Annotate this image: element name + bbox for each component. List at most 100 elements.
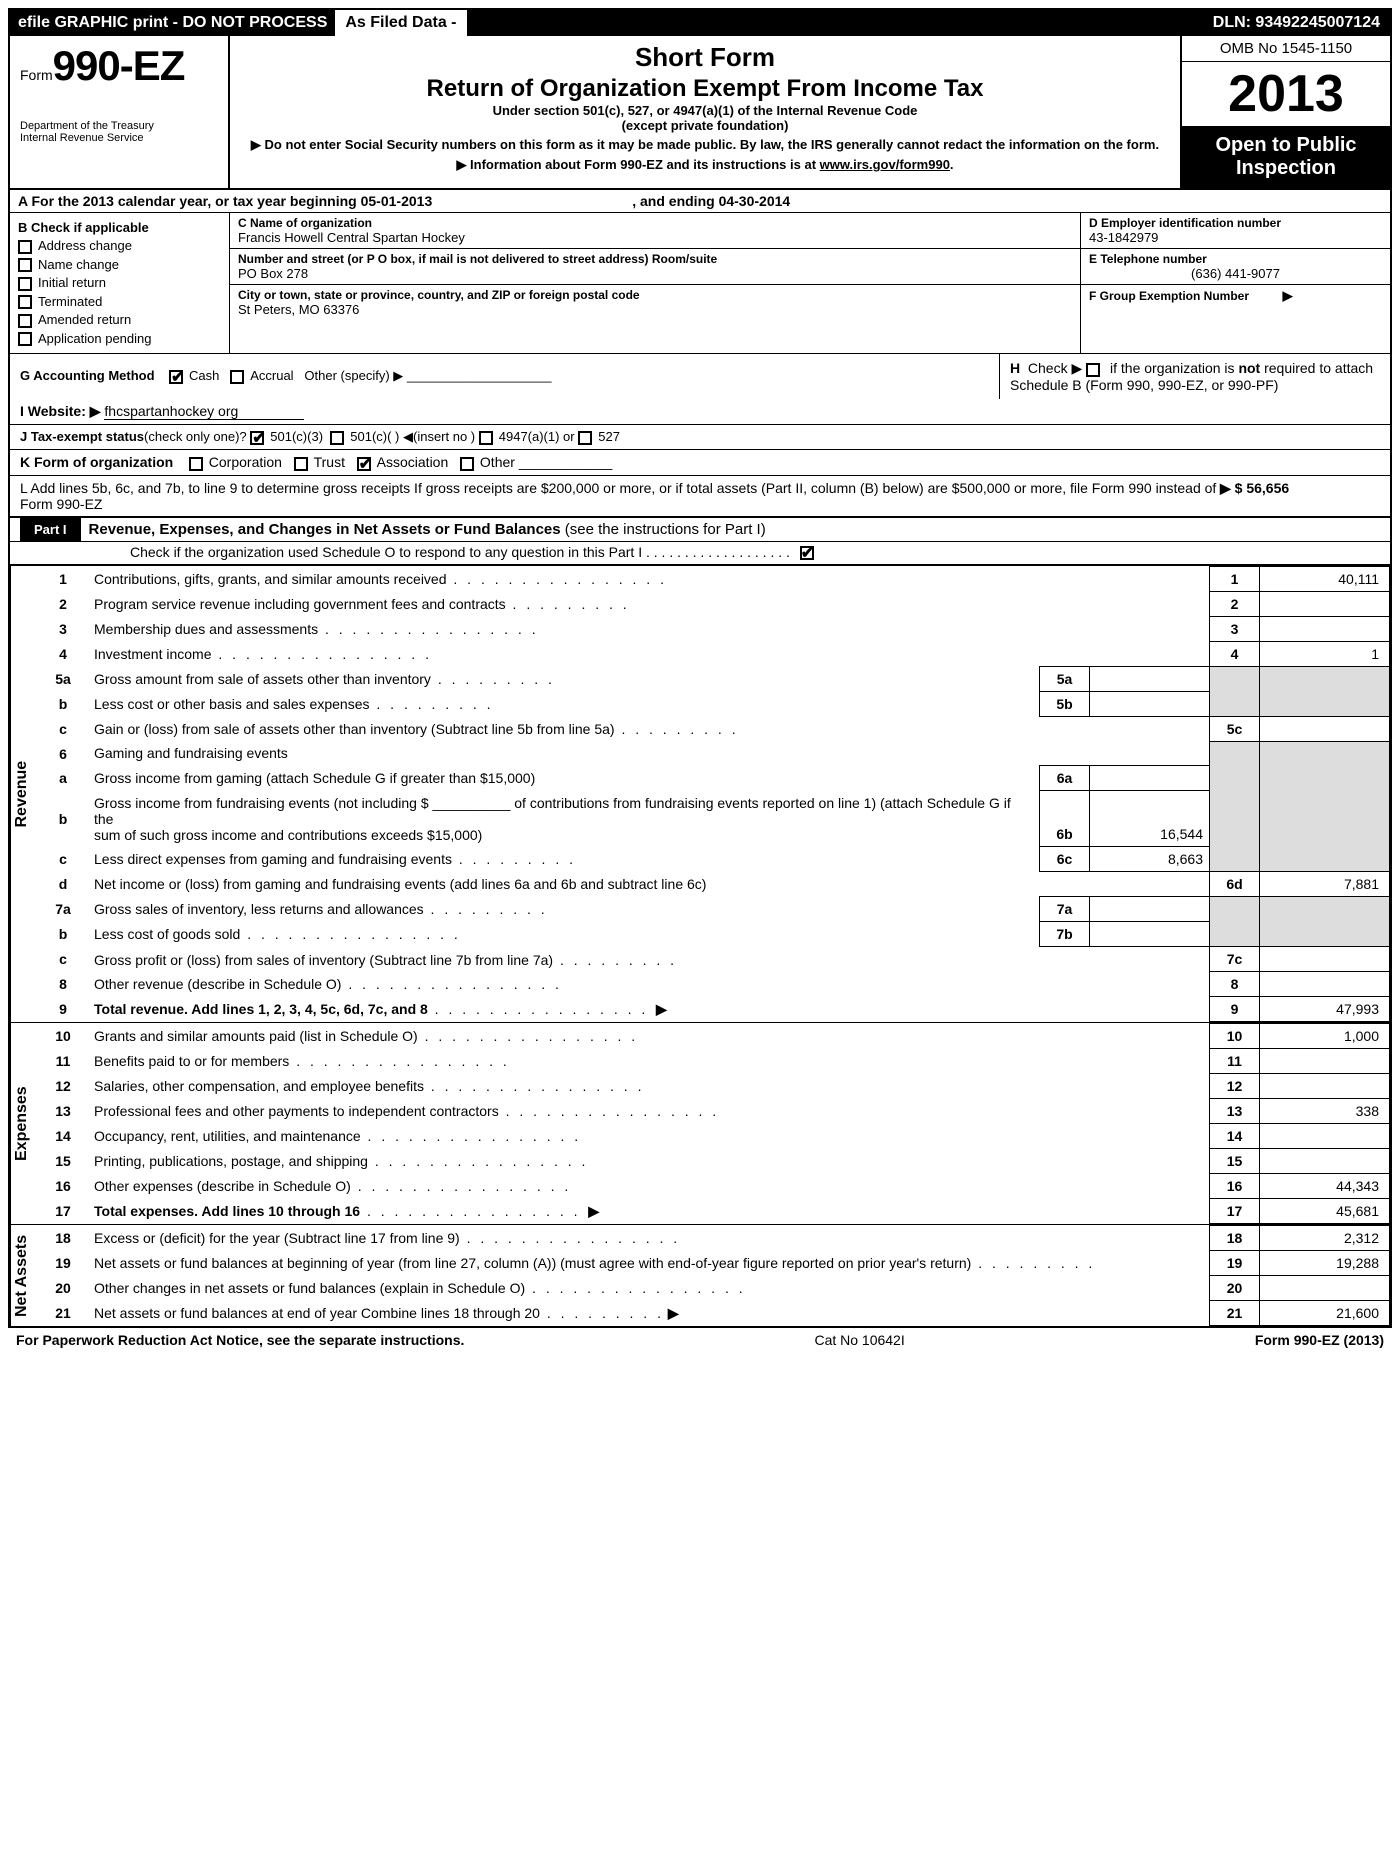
ein-label: D Employer identification number bbox=[1089, 216, 1382, 230]
chk-trust[interactable] bbox=[294, 457, 308, 471]
lbl-527: 527 bbox=[598, 429, 620, 444]
footer-right: Form 990-EZ (2013) bbox=[1255, 1332, 1384, 1348]
line-12-text: Salaries, other compensation, and employ… bbox=[94, 1078, 424, 1094]
part-i-sub: Check if the organization used Schedule … bbox=[10, 542, 1390, 565]
line-l: L Add lines 5b, 6c, and 7b, to line 9 to… bbox=[10, 476, 1390, 517]
line-3-text: Membership dues and assessments bbox=[94, 621, 318, 637]
chk-initial[interactable] bbox=[18, 277, 32, 291]
col-def: D Employer identification number 43-1842… bbox=[1080, 213, 1390, 353]
net-assets-section: Net Assets 18Excess or (deficit) for the… bbox=[10, 1224, 1390, 1326]
chk-527[interactable] bbox=[578, 431, 592, 445]
line-6b-val: 16,544 bbox=[1090, 791, 1210, 847]
tax-year: 2013 bbox=[1182, 62, 1390, 126]
line-1-val: 40,111 bbox=[1260, 566, 1390, 591]
line-6a-text: Gross income from gaming (attach Schedul… bbox=[94, 770, 535, 786]
line-21-val: 21,600 bbox=[1260, 1301, 1390, 1326]
chk-cash[interactable] bbox=[169, 370, 183, 384]
dept-treasury: Department of the Treasury bbox=[20, 120, 218, 132]
efile-label: efile GRAPHIC print - DO NOT PROCESS bbox=[10, 10, 335, 36]
col-b-title: B Check if applicable bbox=[18, 220, 221, 235]
header-center: Short Form Return of Organization Exempt… bbox=[230, 36, 1180, 188]
line-20-text: Other changes in net assets or fund bala… bbox=[94, 1280, 525, 1296]
l-amount: ▶ $ 56,656 bbox=[1220, 480, 1380, 512]
line-4-val: 1 bbox=[1260, 641, 1390, 666]
revenue-section: Revenue 1Contributions, gifts, grants, a… bbox=[10, 565, 1390, 1023]
line-13-val: 338 bbox=[1260, 1099, 1390, 1124]
line-19-val: 19,288 bbox=[1260, 1251, 1390, 1276]
line-7b-text: Less cost of goods sold bbox=[94, 926, 240, 942]
line-13-text: Professional fees and other payments to … bbox=[94, 1103, 499, 1119]
lbl-terminated: Terminated bbox=[38, 294, 102, 309]
ssn-warning: ▶ Do not enter Social Security numbers o… bbox=[242, 137, 1168, 153]
line-14-text: Occupancy, rent, utilities, and maintena… bbox=[94, 1128, 361, 1144]
chk-schedule-b[interactable] bbox=[1086, 363, 1100, 377]
chk-4947[interactable] bbox=[479, 431, 493, 445]
col-c: C Name of organization Francis Howell Ce… bbox=[230, 213, 1080, 353]
lbl-accrual: Accrual bbox=[250, 368, 293, 383]
line-6c-text: Less direct expenses from gaming and fun… bbox=[94, 851, 452, 867]
info-pre: ▶ Information about Form 990-EZ and its … bbox=[456, 157, 819, 172]
line-k: K Form of organization Corporation Trust… bbox=[10, 450, 1390, 475]
footer-mid: Cat No 10642I bbox=[464, 1332, 1254, 1348]
j-label: J Tax-exempt status bbox=[20, 429, 144, 444]
part-i-title-note: (see the instructions for Part I) bbox=[565, 521, 766, 538]
chk-accrual[interactable] bbox=[230, 370, 244, 384]
part-i-tab: Part I bbox=[20, 518, 81, 541]
lbl-name: Name change bbox=[38, 257, 119, 272]
chk-501c3[interactable] bbox=[250, 431, 264, 445]
col-b: B Check if applicable Address change Nam… bbox=[10, 213, 230, 353]
line-7a-text: Gross sales of inventory, less returns a… bbox=[94, 901, 424, 917]
phone-value: (636) 441-9077 bbox=[1089, 266, 1382, 281]
addr-label: Number and street (or P O box, if mail i… bbox=[238, 252, 1072, 266]
lbl-501c3: 501(c)(3) bbox=[270, 429, 323, 444]
line-18-text: Excess or (deficit) for the year (Subtra… bbox=[94, 1230, 460, 1246]
revenue-side-label: Revenue bbox=[10, 566, 38, 1023]
group-exempt-arrow: ▶ bbox=[1283, 288, 1293, 303]
expenses-side-label: Expenses bbox=[10, 1023, 38, 1224]
subtitle-except: (except private foundation) bbox=[242, 118, 1168, 133]
addr-value: PO Box 278 bbox=[238, 266, 1072, 281]
lbl-4947: 4947(a)(1) or bbox=[499, 429, 575, 444]
line-18-val: 2,312 bbox=[1260, 1226, 1390, 1251]
line-19-text: Net assets or fund balances at beginning… bbox=[94, 1255, 971, 1271]
section-bcdef: B Check if applicable Address change Nam… bbox=[10, 213, 1390, 354]
chk-assoc[interactable] bbox=[357, 457, 371, 471]
chk-pending[interactable] bbox=[18, 332, 32, 346]
lbl-trust: Trust bbox=[314, 454, 345, 470]
lbl-address: Address change bbox=[38, 238, 132, 253]
row-a: A For the 2013 calendar year, or tax yea… bbox=[10, 190, 1390, 213]
subtitle-section: Under section 501(c), 527, or 4947(a)(1)… bbox=[242, 103, 1168, 118]
org-name-label: C Name of organization bbox=[238, 216, 1072, 230]
chk-corp[interactable] bbox=[189, 457, 203, 471]
chk-address[interactable] bbox=[18, 240, 32, 254]
line-6b-text: Gross income from fundraising events (no… bbox=[88, 791, 1040, 847]
title-return: Return of Organization Exempt From Incom… bbox=[242, 75, 1168, 103]
lbl-amended: Amended return bbox=[38, 312, 131, 327]
line-16-val: 44,343 bbox=[1260, 1174, 1390, 1199]
org-name: Francis Howell Central Spartan Hockey bbox=[238, 230, 1072, 245]
line-21-text: Net assets or fund balances at end of ye… bbox=[94, 1305, 540, 1321]
chk-terminated[interactable] bbox=[18, 295, 32, 309]
expenses-table: 10Grants and similar amounts paid (list … bbox=[38, 1023, 1390, 1224]
chk-amended[interactable] bbox=[18, 314, 32, 328]
line-9-val: 47,993 bbox=[1260, 997, 1390, 1022]
line-16-text: Other expenses (describe in Schedule O) bbox=[94, 1178, 351, 1194]
line-j: J Tax-exempt status(check only one)? 501… bbox=[10, 425, 1390, 450]
line-6d-val: 7,881 bbox=[1260, 872, 1390, 897]
chk-501c[interactable] bbox=[330, 431, 344, 445]
chk-other-org[interactable] bbox=[460, 457, 474, 471]
irs-link[interactable]: www.irs.gov/form990 bbox=[820, 157, 950, 172]
chk-schedule-o[interactable] bbox=[800, 546, 814, 560]
as-filed-label: As Filed Data - bbox=[335, 10, 490, 36]
dept-irs: Internal Revenue Service bbox=[20, 132, 218, 144]
open-public-1: Open to Public bbox=[1186, 134, 1386, 157]
chk-name[interactable] bbox=[18, 258, 32, 272]
line-5b-text: Less cost or other basis and sales expen… bbox=[94, 696, 370, 712]
form-number: 990-EZ bbox=[53, 42, 185, 89]
open-public: Open to Public Inspection bbox=[1182, 126, 1390, 188]
info-line: ▶ Information about Form 990-EZ and its … bbox=[242, 157, 1168, 173]
line-6c-val: 8,663 bbox=[1090, 847, 1210, 872]
i-label: I Website: ▶ bbox=[20, 403, 101, 419]
top-bar: efile GRAPHIC print - DO NOT PROCESS As … bbox=[10, 10, 1390, 36]
form-container: efile GRAPHIC print - DO NOT PROCESS As … bbox=[8, 8, 1392, 1328]
